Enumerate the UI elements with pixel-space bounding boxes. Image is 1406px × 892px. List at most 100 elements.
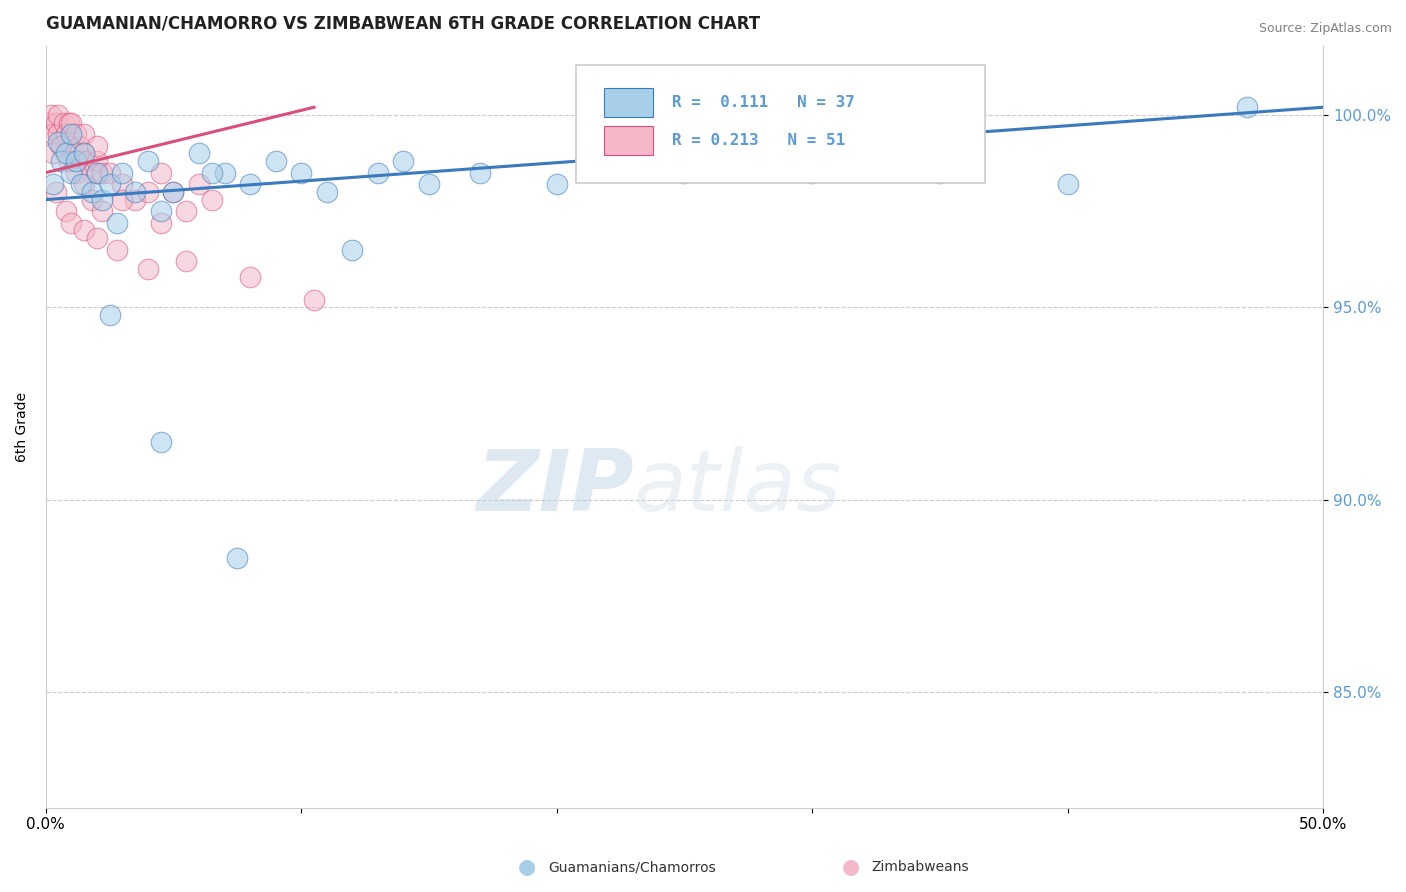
Point <box>76 154 98 169</box>
Point <box>80 166 103 180</box>
Point <box>58 115 80 129</box>
Text: R = 0.213   N = 51: R = 0.213 N = 51 <box>672 133 845 148</box>
Point <box>58 154 80 169</box>
Point <box>162 185 184 199</box>
Point <box>90 193 112 207</box>
Point <box>90 166 112 180</box>
Point <box>226 550 249 565</box>
Point <box>124 193 146 207</box>
Text: atlas: atlas <box>633 446 841 529</box>
Point <box>929 166 952 180</box>
Point <box>49 138 72 153</box>
Point <box>48 135 70 149</box>
Point <box>111 193 134 207</box>
Point <box>49 138 72 153</box>
Point <box>70 178 93 192</box>
Point <box>42 178 65 192</box>
Point <box>60 127 83 141</box>
Point <box>48 127 70 141</box>
Point <box>174 204 197 219</box>
Y-axis label: 6th Grade: 6th Grade <box>15 392 30 462</box>
Point <box>86 154 108 169</box>
Point <box>1056 178 1078 192</box>
Point <box>42 127 65 141</box>
Point <box>86 231 108 245</box>
Text: ●: ● <box>842 857 859 877</box>
Point <box>73 146 96 161</box>
Point <box>392 154 415 169</box>
Point <box>111 166 134 180</box>
Point <box>86 166 108 180</box>
Text: R =  0.111   N = 37: R = 0.111 N = 37 <box>672 95 855 110</box>
Point <box>98 308 121 322</box>
Point <box>37 115 59 129</box>
Point <box>468 166 491 180</box>
Point <box>149 216 172 230</box>
Point <box>546 178 568 192</box>
Point <box>149 204 172 219</box>
Text: Zimbabweans: Zimbabweans <box>872 860 969 874</box>
Point <box>65 127 87 141</box>
Point <box>73 178 96 192</box>
Point <box>45 115 67 129</box>
Point <box>65 166 87 180</box>
Point <box>55 146 77 161</box>
Point <box>42 146 65 161</box>
Point <box>60 166 83 180</box>
Text: Guamanians/Chamorros: Guamanians/Chamorros <box>548 860 716 874</box>
Point <box>264 154 287 169</box>
Text: ZIP: ZIP <box>475 446 633 529</box>
Point <box>80 193 103 207</box>
Point <box>55 127 77 141</box>
Point <box>136 261 159 276</box>
Point <box>105 243 128 257</box>
Point <box>673 166 696 180</box>
Point <box>105 216 128 230</box>
Point <box>45 185 67 199</box>
Point <box>62 146 84 161</box>
Point <box>73 127 96 141</box>
Point <box>55 204 77 219</box>
Point <box>136 154 159 169</box>
Point <box>136 185 159 199</box>
Point <box>90 204 112 219</box>
Point <box>162 185 184 199</box>
Point <box>201 193 224 207</box>
Point <box>188 146 211 161</box>
Point <box>174 254 197 268</box>
Point <box>124 185 146 199</box>
Point <box>73 146 96 161</box>
Point <box>149 435 172 450</box>
Point <box>239 269 262 284</box>
Point <box>342 243 364 257</box>
Point <box>48 108 70 122</box>
Text: GUAMANIAN/CHAMORRO VS ZIMBABWEAN 6TH GRADE CORRELATION CHART: GUAMANIAN/CHAMORRO VS ZIMBABWEAN 6TH GRA… <box>45 15 759 33</box>
Point <box>302 293 325 307</box>
Point <box>290 166 312 180</box>
Point <box>1236 100 1258 114</box>
Point <box>60 216 83 230</box>
Point <box>86 138 108 153</box>
Point <box>98 166 121 180</box>
Point <box>111 178 134 192</box>
Point <box>801 166 824 180</box>
Text: ●: ● <box>519 857 536 877</box>
Point <box>60 115 83 129</box>
Point <box>315 185 337 199</box>
Point <box>214 166 236 180</box>
Point <box>367 166 389 180</box>
Point <box>39 108 62 122</box>
Text: Source: ZipAtlas.com: Source: ZipAtlas.com <box>1258 22 1392 36</box>
Point <box>70 154 93 169</box>
FancyBboxPatch shape <box>605 126 652 154</box>
Point <box>149 166 172 180</box>
Point <box>98 178 121 192</box>
Point <box>49 154 72 169</box>
FancyBboxPatch shape <box>576 65 984 183</box>
Point <box>60 138 83 153</box>
Point <box>188 178 211 192</box>
Point <box>201 166 224 180</box>
Point <box>73 223 96 237</box>
Point <box>80 185 103 199</box>
FancyBboxPatch shape <box>605 87 652 117</box>
